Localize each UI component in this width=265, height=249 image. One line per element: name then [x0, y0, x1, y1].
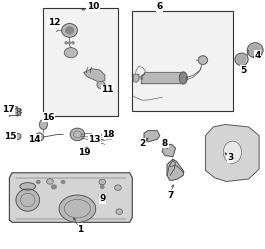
Ellipse shape [238, 56, 245, 63]
Text: 13: 13 [88, 135, 101, 144]
Ellipse shape [198, 56, 207, 64]
Text: 16: 16 [42, 113, 55, 122]
Text: 6: 6 [157, 2, 163, 11]
Ellipse shape [62, 24, 77, 37]
Ellipse shape [37, 181, 40, 184]
Ellipse shape [59, 195, 96, 222]
Text: 11: 11 [101, 85, 114, 94]
Text: 7: 7 [167, 190, 173, 199]
Text: 2: 2 [140, 139, 146, 148]
Polygon shape [167, 159, 184, 180]
Ellipse shape [35, 133, 44, 141]
Ellipse shape [115, 185, 121, 190]
Text: 10: 10 [87, 2, 99, 11]
Ellipse shape [250, 45, 260, 55]
Text: 4: 4 [255, 51, 261, 60]
Ellipse shape [69, 42, 70, 44]
Text: 3: 3 [227, 153, 233, 162]
Bar [132, 11, 233, 111]
Ellipse shape [97, 81, 105, 89]
Bar [43, 8, 118, 116]
Ellipse shape [65, 42, 67, 44]
Ellipse shape [16, 189, 39, 211]
Text: 1: 1 [77, 225, 83, 234]
Ellipse shape [20, 183, 36, 190]
Ellipse shape [66, 27, 73, 34]
Ellipse shape [235, 53, 248, 65]
Polygon shape [10, 108, 20, 115]
Text: 15: 15 [5, 132, 17, 141]
Ellipse shape [14, 133, 21, 139]
Ellipse shape [100, 186, 104, 188]
Polygon shape [142, 72, 182, 84]
Ellipse shape [70, 128, 85, 141]
Polygon shape [205, 124, 259, 182]
Text: 18: 18 [103, 130, 115, 139]
Polygon shape [84, 69, 105, 82]
Ellipse shape [51, 185, 56, 189]
Ellipse shape [39, 120, 47, 129]
Ellipse shape [72, 42, 74, 44]
Polygon shape [10, 173, 132, 222]
Text: 19: 19 [78, 148, 90, 157]
Polygon shape [144, 131, 160, 142]
Ellipse shape [179, 72, 187, 84]
Text: 9: 9 [99, 194, 105, 203]
Ellipse shape [47, 179, 53, 184]
Polygon shape [134, 74, 139, 82]
Ellipse shape [247, 43, 263, 58]
Ellipse shape [116, 209, 122, 214]
Text: 14: 14 [28, 135, 41, 144]
Ellipse shape [61, 181, 65, 184]
Ellipse shape [64, 48, 77, 58]
Ellipse shape [99, 179, 105, 185]
Ellipse shape [85, 147, 88, 150]
Text: 8: 8 [162, 139, 168, 148]
Text: 12: 12 [48, 18, 60, 27]
Text: 5: 5 [240, 65, 246, 74]
Text: 17: 17 [2, 105, 14, 114]
Ellipse shape [223, 141, 242, 163]
Polygon shape [162, 144, 175, 157]
